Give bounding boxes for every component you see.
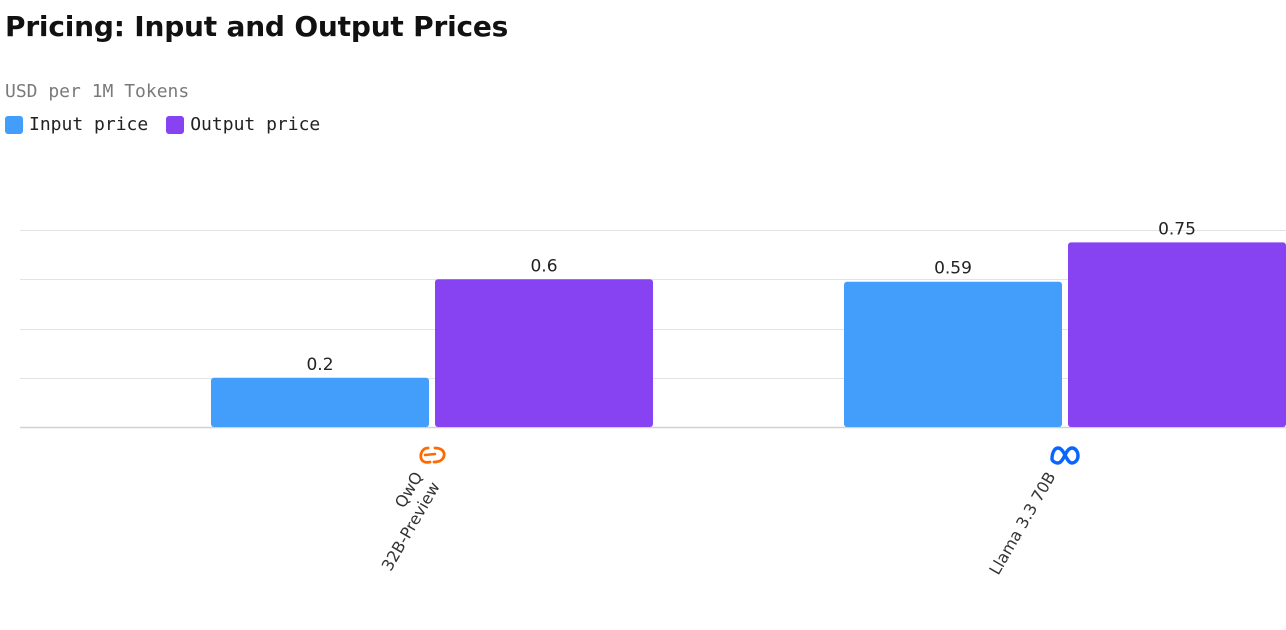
legend-label-output-price: Output price bbox=[190, 114, 321, 135]
data-label-input-price: 0.2 bbox=[306, 355, 333, 375]
x-tick-label: Llama 3.3 70B bbox=[985, 469, 1059, 579]
chart-title: Pricing: Input and Output Prices bbox=[5, 10, 509, 43]
bar-output-price[interactable] bbox=[435, 279, 653, 427]
data-label-input-price: 0.59 bbox=[934, 259, 972, 279]
data-label-output-price: 0.6 bbox=[530, 256, 557, 276]
data-label-output-price: 0.75 bbox=[1158, 219, 1196, 239]
legend-item-input-price[interactable]: Input price bbox=[5, 114, 148, 135]
chart-subtitle: USD per 1M Tokens bbox=[5, 81, 190, 102]
legend: Input price Output price bbox=[5, 114, 320, 135]
meta-logo-icon bbox=[1050, 446, 1080, 465]
legend-item-output-price[interactable]: Output price bbox=[166, 114, 320, 135]
alibaba-logo-icon bbox=[419, 446, 446, 464]
legend-swatch-input-price bbox=[5, 115, 23, 134]
legend-label-input-price: Input price bbox=[29, 114, 149, 135]
x-tick-label: QwQ32B-Preview bbox=[360, 469, 443, 575]
bar-output-price[interactable] bbox=[1068, 242, 1286, 427]
bar-input-price[interactable] bbox=[211, 377, 429, 427]
bar-input-price[interactable] bbox=[844, 281, 1062, 427]
legend-swatch-output-price bbox=[166, 115, 185, 134]
x-tick-label-line: Llama 3.3 70B bbox=[985, 469, 1059, 579]
